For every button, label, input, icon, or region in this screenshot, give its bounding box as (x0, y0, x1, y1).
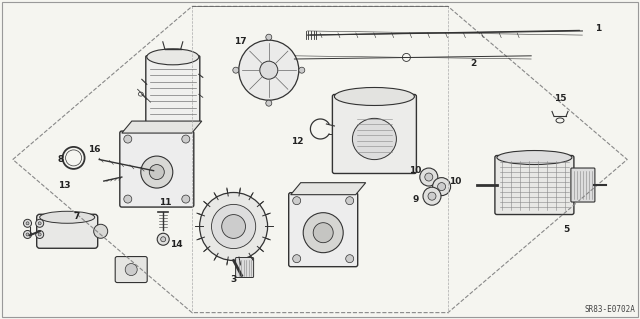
Text: SR83-E0702A: SR83-E0702A (584, 305, 635, 314)
Ellipse shape (157, 233, 169, 245)
Circle shape (93, 224, 108, 238)
Text: 13: 13 (58, 181, 70, 189)
Text: 11: 11 (159, 198, 172, 207)
Circle shape (299, 67, 305, 73)
Ellipse shape (420, 168, 438, 186)
Ellipse shape (36, 230, 44, 239)
Text: 5: 5 (563, 225, 570, 234)
Ellipse shape (260, 61, 278, 79)
Circle shape (182, 195, 190, 203)
Ellipse shape (26, 222, 29, 225)
Polygon shape (291, 183, 365, 195)
Text: 16: 16 (88, 145, 101, 154)
Circle shape (266, 100, 272, 106)
Ellipse shape (26, 233, 29, 236)
Circle shape (221, 215, 246, 238)
Text: 14: 14 (170, 240, 182, 249)
Polygon shape (122, 121, 202, 133)
Text: 1: 1 (595, 24, 602, 33)
Ellipse shape (497, 151, 572, 165)
Ellipse shape (438, 182, 445, 191)
FancyBboxPatch shape (36, 214, 98, 248)
Ellipse shape (38, 222, 41, 225)
Ellipse shape (24, 219, 31, 227)
Text: 3: 3 (230, 275, 237, 284)
Ellipse shape (149, 165, 164, 180)
FancyBboxPatch shape (571, 168, 595, 202)
Ellipse shape (24, 230, 31, 239)
Circle shape (124, 195, 132, 203)
Circle shape (346, 255, 354, 263)
Circle shape (346, 197, 354, 205)
Ellipse shape (428, 192, 436, 200)
Text: 17: 17 (234, 37, 246, 46)
FancyBboxPatch shape (115, 256, 147, 283)
Circle shape (182, 135, 190, 143)
Ellipse shape (423, 187, 441, 205)
Ellipse shape (433, 178, 451, 196)
Ellipse shape (40, 211, 95, 223)
Ellipse shape (36, 219, 44, 227)
Ellipse shape (38, 233, 41, 236)
Ellipse shape (161, 237, 166, 242)
Ellipse shape (353, 118, 396, 160)
FancyBboxPatch shape (332, 94, 417, 174)
Circle shape (303, 213, 343, 253)
Ellipse shape (425, 173, 433, 181)
Circle shape (266, 34, 272, 40)
Ellipse shape (334, 87, 415, 106)
Text: 9: 9 (413, 195, 419, 204)
Text: 10: 10 (449, 177, 462, 186)
Ellipse shape (239, 40, 299, 100)
Text: 15: 15 (554, 94, 566, 103)
Circle shape (292, 197, 301, 205)
Circle shape (124, 135, 132, 143)
Circle shape (313, 223, 333, 243)
Circle shape (125, 263, 137, 276)
FancyBboxPatch shape (289, 193, 358, 267)
Circle shape (211, 204, 256, 249)
Circle shape (292, 255, 301, 263)
Text: 8: 8 (58, 155, 64, 164)
Ellipse shape (147, 49, 199, 65)
FancyBboxPatch shape (236, 257, 253, 278)
Ellipse shape (141, 156, 173, 188)
FancyBboxPatch shape (120, 131, 194, 207)
FancyBboxPatch shape (495, 156, 574, 214)
Text: 7: 7 (74, 212, 80, 221)
Circle shape (233, 67, 239, 73)
FancyBboxPatch shape (146, 56, 200, 123)
Text: 12: 12 (291, 137, 304, 146)
Text: 2: 2 (470, 59, 477, 68)
Text: 10: 10 (408, 166, 421, 175)
Circle shape (200, 192, 268, 261)
